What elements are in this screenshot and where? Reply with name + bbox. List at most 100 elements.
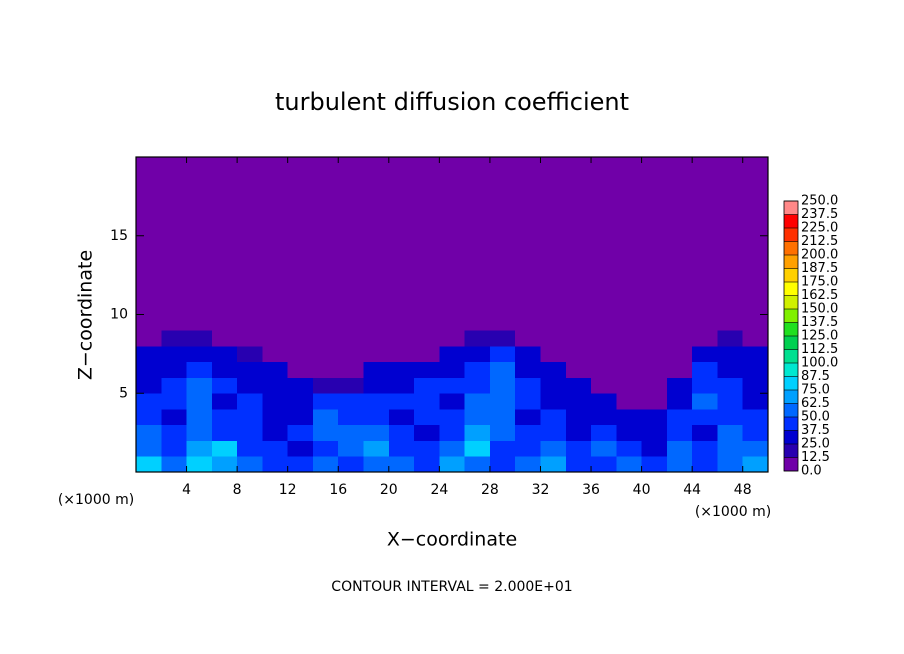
colorbar-swatch [784, 322, 798, 336]
contour-cell [717, 440, 744, 457]
contour-cell [464, 377, 491, 394]
contour-cell [565, 393, 592, 410]
contour-cell [186, 346, 213, 363]
x-tick-label: 20 [380, 482, 398, 498]
contour-cell [515, 424, 541, 441]
x-unit-label: (×1000 m) [695, 504, 771, 520]
contour-cell [211, 440, 238, 457]
contour-cell [591, 440, 617, 457]
contour-cell [515, 456, 541, 473]
contour-cell [742, 330, 769, 347]
contour-cell [287, 330, 314, 347]
contour-cell [136, 424, 162, 441]
contour-cell [540, 377, 567, 394]
chart-title: turbulent diffusion coefficient [275, 88, 629, 116]
contour-cell [388, 377, 415, 394]
contour-cell [515, 393, 541, 410]
contour-cell [464, 409, 491, 426]
contour-cell [338, 330, 364, 347]
contour-cell [464, 393, 491, 410]
contour-cell [666, 361, 693, 378]
contour-cell [641, 361, 668, 378]
contour-cell [136, 361, 162, 378]
contour-cell [287, 361, 314, 378]
contour-cell [515, 409, 541, 426]
contour-cell [540, 456, 567, 473]
contour-cell [641, 409, 668, 426]
contour-cell [717, 377, 744, 394]
colorbar-swatch [784, 336, 798, 350]
contour-cell [464, 424, 491, 441]
footer: CONTOUR INTERVAL = 2.000E+01 [331, 579, 572, 595]
contour-cell [312, 409, 339, 426]
contour-cell [439, 393, 465, 410]
contour-cell [591, 409, 617, 426]
contour-cell [489, 456, 516, 473]
contour-cell [464, 440, 491, 457]
colorbar-label: 225.0 [801, 221, 838, 236]
y-axis-label: Z−coordinate [75, 250, 97, 380]
colorbar-swatch [784, 363, 798, 377]
x-tick-label: 12 [279, 482, 297, 498]
colorbar-swatch [784, 201, 798, 215]
contour-cell [565, 346, 592, 363]
contour-cell [338, 409, 364, 426]
contour-cell [565, 424, 592, 441]
contour-cell [161, 440, 187, 457]
contour-cell [161, 346, 187, 363]
contour-cell [161, 393, 187, 410]
contour-cell [489, 393, 516, 410]
contour-cell [439, 409, 465, 426]
contour-cell [489, 330, 516, 347]
contour-cell [287, 424, 314, 441]
contour-cell [287, 393, 314, 410]
contour-cell [136, 409, 162, 426]
contour-cell [388, 346, 415, 363]
contour-cell [616, 361, 642, 378]
contour-cell [186, 393, 213, 410]
contour-cell [666, 393, 693, 410]
contour-cell [262, 440, 288, 457]
contour-cell [186, 424, 213, 441]
contour-cell [262, 346, 288, 363]
colorbar-label: 100.0 [801, 356, 838, 371]
contour-cell [287, 456, 314, 473]
y-tick-label: 5 [119, 385, 128, 401]
contour-cell [742, 377, 769, 394]
colorbar-swatch [784, 417, 798, 431]
contour-cell [641, 346, 668, 363]
x-axis-label: X−coordinate [387, 529, 517, 551]
contour-cell [742, 361, 769, 378]
contour-cell [641, 377, 668, 394]
x-tick-label: 32 [532, 482, 550, 498]
x-tick-label: 44 [683, 482, 701, 498]
contour-cell [489, 424, 516, 441]
contour-cell [186, 409, 213, 426]
x-tick-label: 24 [430, 482, 448, 498]
contour-cell [616, 424, 642, 441]
contour-cell [161, 409, 187, 426]
contour-cell [136, 346, 162, 363]
contour-cell [237, 346, 263, 363]
contour-cell [414, 330, 440, 347]
contour-cell [591, 361, 617, 378]
contour-cell [742, 346, 769, 363]
contour-cell [666, 456, 693, 473]
contour-cell [237, 330, 263, 347]
colorbar-swatch [784, 255, 798, 269]
x-tick-label: 28 [481, 482, 499, 498]
contour-cell [717, 424, 744, 441]
contour-cell [186, 456, 213, 473]
contour-cell [237, 424, 263, 441]
contour-cell [641, 456, 668, 473]
contour-cell [717, 456, 744, 473]
contour-cell [414, 377, 440, 394]
contour-cell [161, 456, 187, 473]
contour-cell [742, 456, 769, 473]
contour-cell [692, 377, 718, 394]
contour-cell [312, 393, 339, 410]
contour-cell [464, 346, 491, 363]
contour-cell [439, 424, 465, 441]
contour-cell [161, 377, 187, 394]
contour-cell [388, 424, 415, 441]
